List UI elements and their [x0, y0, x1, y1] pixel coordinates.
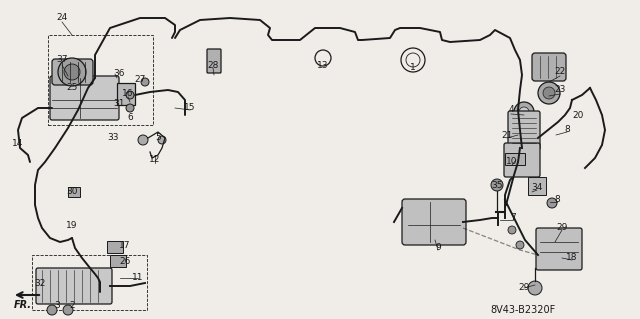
Text: 26: 26: [119, 257, 131, 266]
Text: 29: 29: [518, 283, 530, 292]
Text: 27: 27: [134, 76, 146, 85]
Text: 11: 11: [132, 272, 144, 281]
Circle shape: [138, 135, 148, 145]
Bar: [48, 35, 153, 125]
FancyBboxPatch shape: [207, 49, 221, 73]
Text: 33: 33: [108, 133, 119, 143]
Circle shape: [514, 102, 534, 122]
Text: 10: 10: [506, 158, 518, 167]
Text: 19: 19: [67, 220, 77, 229]
Text: 3: 3: [54, 301, 60, 310]
Circle shape: [547, 198, 557, 208]
Text: 12: 12: [149, 155, 161, 165]
Circle shape: [47, 305, 57, 315]
Text: 9: 9: [435, 243, 441, 253]
Circle shape: [519, 107, 529, 117]
Bar: [117, 83, 135, 105]
Text: 36: 36: [113, 70, 125, 78]
Text: FR.: FR.: [14, 300, 32, 310]
Circle shape: [141, 78, 149, 86]
Circle shape: [126, 91, 134, 99]
FancyBboxPatch shape: [504, 143, 540, 177]
Bar: [32, 255, 147, 310]
Circle shape: [528, 281, 542, 295]
Text: 1: 1: [410, 63, 416, 72]
Circle shape: [516, 241, 524, 249]
Bar: [110, 255, 126, 267]
Circle shape: [538, 82, 560, 104]
FancyBboxPatch shape: [402, 199, 466, 245]
Bar: [107, 241, 123, 253]
Text: 34: 34: [531, 182, 543, 191]
Text: 17: 17: [119, 241, 131, 250]
Bar: [505, 153, 525, 165]
Text: 13: 13: [317, 61, 329, 70]
Circle shape: [508, 226, 516, 234]
Text: 30: 30: [67, 188, 77, 197]
Text: 2: 2: [69, 301, 75, 310]
Text: 8: 8: [554, 196, 560, 204]
Text: 20: 20: [572, 110, 584, 120]
Circle shape: [491, 179, 503, 191]
Text: 37: 37: [56, 56, 68, 64]
FancyBboxPatch shape: [36, 268, 112, 304]
FancyBboxPatch shape: [532, 53, 566, 81]
FancyBboxPatch shape: [52, 59, 93, 85]
Text: 31: 31: [113, 99, 125, 108]
Circle shape: [63, 305, 73, 315]
FancyBboxPatch shape: [536, 228, 582, 270]
Text: 7: 7: [510, 213, 516, 222]
Text: 21: 21: [501, 130, 513, 139]
Text: 28: 28: [207, 61, 219, 70]
Text: 32: 32: [35, 278, 45, 287]
Bar: [68, 187, 80, 197]
Text: 16: 16: [122, 88, 134, 98]
Circle shape: [64, 64, 80, 80]
Circle shape: [126, 104, 134, 112]
Text: 5: 5: [155, 133, 161, 143]
Text: 8V43-B2320F: 8V43-B2320F: [490, 305, 556, 315]
Text: 29: 29: [556, 224, 568, 233]
Text: 24: 24: [56, 13, 68, 23]
Text: 15: 15: [184, 103, 196, 113]
Circle shape: [158, 136, 166, 144]
Text: 14: 14: [12, 138, 24, 147]
Bar: [528, 177, 546, 195]
Text: 23: 23: [554, 85, 566, 94]
Text: 6: 6: [127, 114, 133, 122]
FancyBboxPatch shape: [50, 76, 119, 120]
Text: 35: 35: [492, 181, 503, 189]
Circle shape: [543, 87, 555, 99]
Text: 4: 4: [508, 106, 514, 115]
Circle shape: [58, 58, 86, 86]
Text: 8: 8: [564, 125, 570, 135]
Text: 25: 25: [67, 84, 77, 93]
FancyBboxPatch shape: [508, 111, 540, 150]
Text: 18: 18: [566, 254, 578, 263]
Text: 22: 22: [554, 68, 566, 77]
